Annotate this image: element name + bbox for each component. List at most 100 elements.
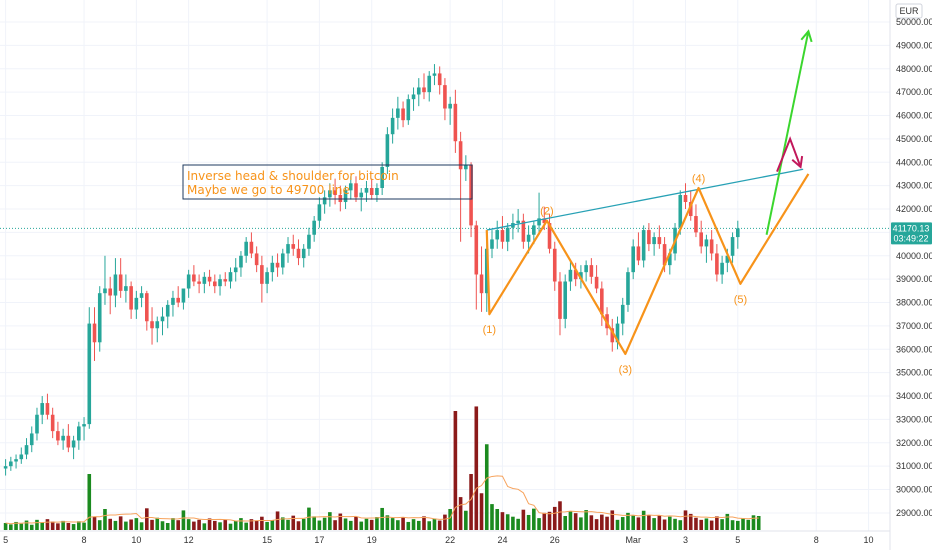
- time-axis[interactable]: 5 8 10 12 15 17 19 22 24 26 Mar 3 5 8 10: [0, 530, 890, 545]
- pattern-point-labels: (1) (2) (3) (4) (5): [483, 173, 747, 376]
- volume-bar: [615, 519, 620, 530]
- volume-bar: [416, 520, 421, 530]
- candle-body: [584, 265, 588, 273]
- candle-body: [192, 274, 196, 282]
- volume-bar: [244, 522, 248, 530]
- candle-body: [427, 75, 432, 93]
- volume-bar: [505, 514, 510, 530]
- candle-body: [35, 414, 39, 434]
- volume-bar: [626, 512, 630, 530]
- price-tick-label: 35000.00: [896, 368, 932, 378]
- price-tick-label: 49000.00: [896, 40, 932, 50]
- candle-body: [3, 466, 8, 469]
- candle-body: [333, 190, 337, 195]
- volume-bar: [280, 517, 285, 530]
- volume-bar: [547, 511, 552, 530]
- volume-bar: [594, 519, 599, 530]
- head-and-shoulders-pattern[interactable]: [485, 173, 810, 356]
- candle-body: [416, 87, 421, 95]
- pullback-arrow[interactable]: [776, 136, 804, 172]
- candle-body: [150, 321, 154, 329]
- candle-body: [270, 262, 275, 273]
- volume-bar: [390, 518, 395, 530]
- candle-body: [709, 239, 714, 254]
- candle-body: [552, 248, 557, 282]
- time-tick-label: 15: [262, 535, 272, 545]
- annotation-box[interactable]: Inverse head & shoulder for bitcoin Mayb…: [182, 164, 473, 200]
- candle-body: [56, 431, 60, 441]
- candle-body: [9, 461, 13, 467]
- volume-bar: [239, 518, 243, 530]
- volume-bar: [134, 518, 139, 530]
- volume-bar: [150, 519, 154, 530]
- price-tick-label: 44000.00: [896, 157, 932, 167]
- candle-body: [526, 234, 531, 242]
- volume-bar: [715, 516, 719, 530]
- candle-body: [448, 103, 452, 109]
- volume-bar: [124, 521, 128, 530]
- annotation-line-1: Inverse head & shoulder for bitcoin: [187, 169, 399, 183]
- neckline[interactable]: [486, 168, 804, 231]
- last-price-box: 41170.13 03:49:22: [891, 222, 932, 245]
- candle-body: [202, 276, 207, 284]
- volume-bar: [375, 517, 379, 530]
- candle-body: [568, 269, 573, 282]
- target-arrow-shaft: [765, 31, 810, 235]
- volume-bar: [71, 524, 76, 530]
- volume-bar: [82, 522, 86, 530]
- candle-body: [97, 293, 102, 343]
- volume-bar: [568, 511, 573, 530]
- candle-body: [228, 272, 233, 282]
- candle-body: [479, 274, 484, 294]
- candle-body: [369, 187, 374, 195]
- candle-body: [129, 286, 133, 310]
- candle-body: [375, 187, 379, 195]
- volume-bar: [333, 520, 337, 530]
- time-tick-label: 8: [814, 535, 819, 545]
- pattern-point-label: (4): [692, 173, 705, 185]
- candle-body: [652, 237, 656, 245]
- price-tick-label: 42000.00: [896, 204, 932, 214]
- volume-bar: [573, 513, 578, 530]
- candle-body: [474, 225, 479, 275]
- pullback-arrow-head: [791, 155, 804, 169]
- volume-bar: [322, 517, 327, 530]
- candle-body: [155, 321, 160, 329]
- candle-body: [558, 281, 562, 319]
- price-tick-label: 29000.00: [896, 508, 932, 518]
- volume-bar: [406, 521, 411, 530]
- candle-body: [364, 187, 369, 193]
- last-price-box-frame: [891, 222, 932, 245]
- volume-bar: [369, 519, 374, 530]
- volume-bar: [432, 518, 437, 530]
- candle-body: [453, 103, 458, 142]
- candle-body: [668, 253, 672, 266]
- price-axis[interactable]: 50000.00 49000.00 48000.00 47000.00 46000.00…: [889, 0, 932, 550]
- volume-bar: [730, 520, 735, 530]
- volume-bar: [155, 517, 160, 530]
- candle-body: [401, 108, 405, 121]
- volume-bar: [192, 521, 196, 530]
- candle-body: [647, 230, 651, 245]
- volume-bar: [296, 521, 301, 530]
- candle-body: [573, 269, 578, 280]
- volume-bar: [218, 522, 222, 530]
- volume-bar: [249, 519, 254, 530]
- target-arrow[interactable]: [765, 29, 813, 235]
- candle-body: [359, 192, 364, 198]
- volume-bar: [688, 513, 693, 530]
- volume-bar: [129, 519, 133, 530]
- volume-bar: [631, 515, 635, 530]
- time-tick-label: 10: [131, 535, 141, 545]
- candle-body: [19, 454, 24, 460]
- candle-body: [437, 73, 442, 86]
- volume-bar: [301, 518, 306, 530]
- candle-body: [139, 293, 144, 298]
- candle-body: [29, 433, 34, 446]
- volume-bar: [92, 516, 97, 530]
- candle-body: [683, 194, 688, 203]
- candle-body: [92, 323, 97, 343]
- volume-bar: [35, 519, 39, 530]
- candle-body: [280, 253, 285, 268]
